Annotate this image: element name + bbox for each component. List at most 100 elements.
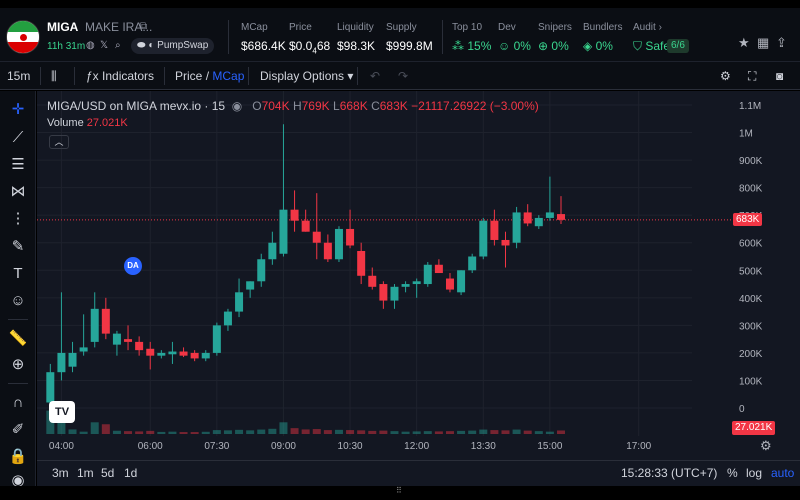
volume-bar — [201, 431, 210, 434]
range-1d-button[interactable]: 1d — [124, 466, 138, 480]
candle-body — [201, 352, 210, 359]
candle-body — [545, 212, 554, 218]
y-tick-label: 0 — [739, 404, 745, 415]
token-name: MAKE IRA... — [85, 20, 153, 34]
tradingview-logo[interactable]: TV — [49, 401, 75, 423]
volume-bar — [124, 431, 133, 434]
high-value: 769K — [301, 99, 330, 113]
eye-icon[interactable]: ◉ — [11, 472, 25, 489]
volume-bar — [135, 431, 144, 434]
candle-body — [135, 341, 144, 351]
volume-bar — [157, 431, 166, 434]
brush-icon[interactable]: ✎ — [11, 238, 25, 255]
candle-body — [279, 209, 288, 254]
audit-label[interactable]: Audit › — [633, 22, 662, 33]
price-mcap-toggle[interactable]: Price / MCap — [175, 69, 245, 83]
emoji-icon[interactable]: ☺ — [10, 292, 26, 309]
ruler-icon[interactable]: 📏 — [8, 330, 28, 347]
volume-bar — [79, 431, 88, 434]
pump-icon: ◐ — [148, 40, 155, 51]
token-avatar[interactable] — [6, 20, 40, 54]
clock-timezone[interactable]: 15:28:33 (UTC+7) — [621, 466, 718, 480]
copy-icon[interactable]: ⧉ — [140, 21, 148, 32]
horizontal-lines-icon[interactable]: ☰ — [11, 156, 25, 173]
lock-icon[interactable]: 🔒 — [8, 448, 28, 465]
candle-body — [479, 220, 488, 257]
drawing-tools-sidebar: ✛ ⟋ ☰ ⋈ ⋮ ✎ T ☺ 📏 ⊕ ∩ ✐ 🔒 ◉ — [0, 91, 36, 489]
candle-body — [468, 256, 477, 271]
y-tick-label: 200K — [739, 349, 763, 360]
dex-badge[interactable]: ⬬ ◐ PumpSwap — [131, 38, 215, 54]
calculator-icon[interactable]: ▦ — [757, 35, 770, 50]
snipers-label: Snipers — [538, 22, 572, 33]
chart-legend: MIGA/USD on MIGA mevx.io · 15 ◉ O704K H7… — [47, 99, 539, 113]
y-tick-label: 900K — [739, 156, 763, 167]
axis-settings-icon[interactable]: ⚙ — [760, 438, 772, 453]
candlestick-chart[interactable]: 1.1M1M900K800K700K600K500K400K300K200K10… — [37, 91, 800, 460]
caret-down-icon: ▾ — [347, 69, 354, 83]
y-tick-label: 100K — [739, 376, 763, 387]
camera-icon[interactable]: ◙ — [776, 69, 784, 83]
pattern-icon[interactable]: ⋈ — [10, 183, 26, 200]
search-icon[interactable]: ⌕ — [115, 40, 121, 51]
range-1m-button[interactable]: 1m — [77, 466, 94, 480]
zoom-in-icon[interactable]: ⊕ — [11, 356, 25, 373]
x-tick-label: 06:00 — [138, 441, 163, 452]
dev-action-marker[interactable]: DA — [124, 257, 142, 275]
auto-toggle[interactable]: auto — [771, 466, 795, 480]
range-3m-button[interactable]: 3m — [52, 466, 69, 480]
range-5d-button[interactable]: 5d — [101, 466, 115, 480]
candle-type-icon[interactable]: ⫼ — [51, 69, 57, 83]
volume-bar — [246, 430, 255, 434]
undo-icon[interactable]: ↶ — [370, 69, 381, 83]
display-options-button[interactable]: Display Options ▾ — [260, 69, 354, 83]
bundle-icon: ◈ — [583, 39, 593, 53]
candle-body — [112, 333, 121, 345]
chef-icon: ☺ — [498, 39, 511, 53]
candle-body — [146, 348, 155, 356]
volume-bar — [501, 430, 510, 434]
y-tick-label: 400K — [739, 294, 763, 305]
fullscreen-icon[interactable]: ⛶ — [748, 69, 757, 83]
trend-line-icon[interactable]: ⟋ — [12, 129, 24, 146]
lock-drawing-icon[interactable]: ✐ — [11, 421, 25, 438]
candle-body — [301, 220, 310, 232]
globe-icon[interactable]: ◍ — [86, 40, 95, 51]
fib-tool-icon[interactable]: ⋮ — [10, 210, 26, 227]
candle-body — [390, 286, 399, 301]
candle-body — [124, 339, 133, 342]
x-icon[interactable]: 𝕏 — [100, 40, 109, 51]
shield-icon: ⛉ — [633, 39, 643, 53]
candle-body — [379, 284, 388, 301]
y-tick-label: 300K — [739, 321, 763, 332]
window-scrollbar[interactable]: ⠿ — [0, 486, 800, 500]
fx-icon: ƒx — [86, 69, 99, 83]
settings-icon[interactable]: ⚙ — [720, 69, 731, 83]
share-icon[interactable]: ⇪ — [776, 35, 787, 50]
price-value: $0.0468 — [289, 39, 331, 56]
volume-bar — [401, 431, 410, 434]
magnet-icon[interactable]: ∩ — [12, 394, 24, 411]
redo-icon[interactable]: ↷ — [398, 69, 409, 83]
star-icon[interactable]: ★ — [738, 35, 750, 50]
volume-bar — [346, 430, 355, 434]
candle-body — [557, 214, 565, 220]
crosshair-tool-icon[interactable]: ✛ — [11, 101, 25, 118]
text-tool-icon[interactable]: T — [13, 265, 23, 282]
candle-body — [46, 372, 55, 403]
volume-bar — [512, 429, 521, 434]
y-tick-label: 600K — [739, 239, 763, 250]
collapse-legend-button[interactable]: ︿ — [49, 135, 69, 149]
pill-icon: ⬬ — [137, 40, 146, 51]
bundlers-label: Bundlers — [583, 22, 623, 33]
percent-toggle[interactable]: % — [727, 466, 738, 480]
candle-body — [534, 217, 543, 227]
interval-select[interactable]: 15m — [7, 69, 31, 83]
price-chart[interactable]: 1.1M1M900K800K700K600K500K400K300K200K10… — [37, 91, 800, 460]
supply-value: $999.8M — [386, 39, 433, 53]
indicators-button[interactable]: ƒx Indicators — [86, 69, 155, 83]
eye-legend-icon: ◉ — [228, 99, 249, 113]
volume-bar — [312, 429, 321, 434]
log-toggle[interactable]: log — [746, 466, 763, 480]
chevron-right-icon: › — [658, 22, 662, 33]
